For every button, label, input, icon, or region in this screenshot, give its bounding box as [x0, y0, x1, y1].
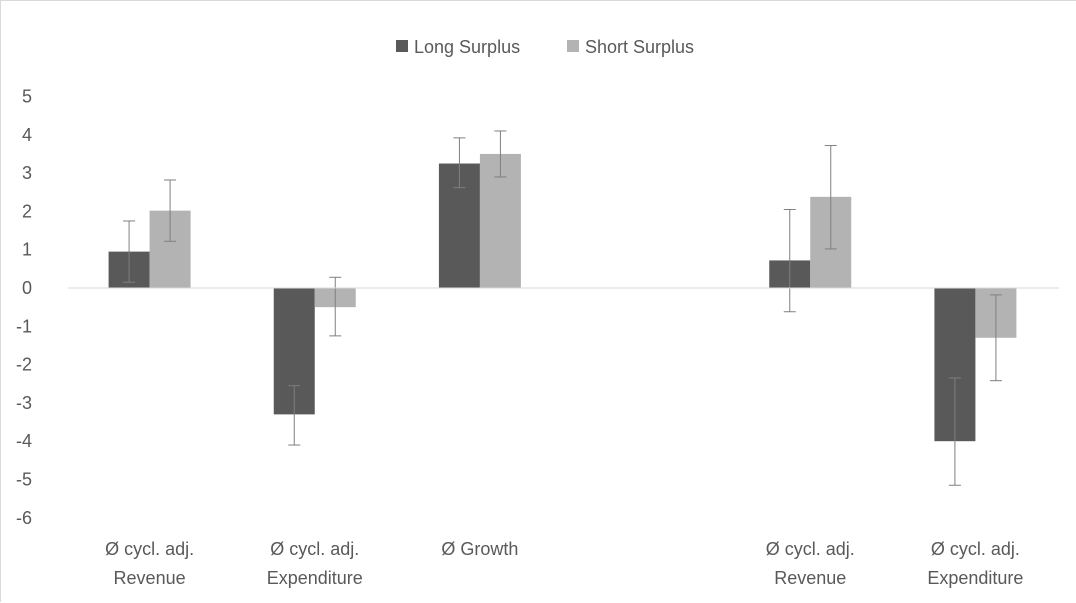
category-label: Expenditure — [927, 568, 1023, 588]
error-bar-short-surplus-2 — [494, 130, 507, 178]
error-bar-long-surplus-4 — [783, 208, 796, 313]
error-bar-long-surplus-5 — [948, 377, 961, 486]
category-label: Revenue — [774, 568, 846, 588]
legend-swatch-0 — [396, 40, 408, 52]
y-tick-label: -3 — [16, 393, 32, 413]
x-axis: Ø cycl. adj. Revenue Ø cycl. adj. Expenditu… — [68, 287, 1059, 588]
category-label: Ø cycl. adj. — [931, 539, 1020, 559]
y-tick-label: 1 — [22, 240, 32, 260]
y-tick-label: 5 — [22, 87, 32, 107]
error-bar-short-surplus-1 — [329, 276, 342, 337]
y-tick-label: -2 — [16, 355, 32, 375]
error-bar-short-surplus-4 — [824, 145, 837, 250]
bars-group — [108, 153, 1017, 442]
error-bar-long-surplus-0 — [123, 220, 136, 283]
category-label: Ø cycl. adj. — [270, 539, 359, 559]
category-label: Ø cycl. adj. — [105, 539, 194, 559]
y-tick-label: 0 — [22, 278, 32, 298]
y-tick-label: 4 — [22, 125, 32, 145]
y-tick-label: -4 — [16, 431, 32, 451]
y-tick-label: 2 — [22, 201, 32, 221]
category-label: Ø Growth — [441, 539, 518, 559]
legend-label-1: Short Surplus — [585, 37, 694, 57]
error-bar-short-surplus-5 — [989, 294, 1002, 382]
error-bar-short-surplus-0 — [164, 179, 177, 242]
error-bar-long-surplus-1 — [288, 385, 301, 446]
y-axis: 5 4 3 2 1 0 -1 -2 -3 -4 -5 -6 — [16, 87, 32, 528]
legend-swatch-1 — [567, 40, 579, 52]
legend: Long Surplus Short Surplus — [396, 37, 694, 57]
y-tick-label: -1 — [16, 316, 32, 336]
category-label: Revenue — [114, 568, 186, 588]
category-label: Ø cycl. adj. — [766, 539, 855, 559]
legend-label-0: Long Surplus — [414, 37, 520, 57]
y-tick-label: 3 — [22, 163, 32, 183]
error-bar-long-surplus-2 — [453, 137, 466, 189]
y-tick-label: -5 — [16, 470, 32, 490]
error-bars-group — [123, 130, 1002, 486]
category-label: Expenditure — [267, 568, 363, 588]
y-tick-label: -6 — [16, 508, 32, 528]
